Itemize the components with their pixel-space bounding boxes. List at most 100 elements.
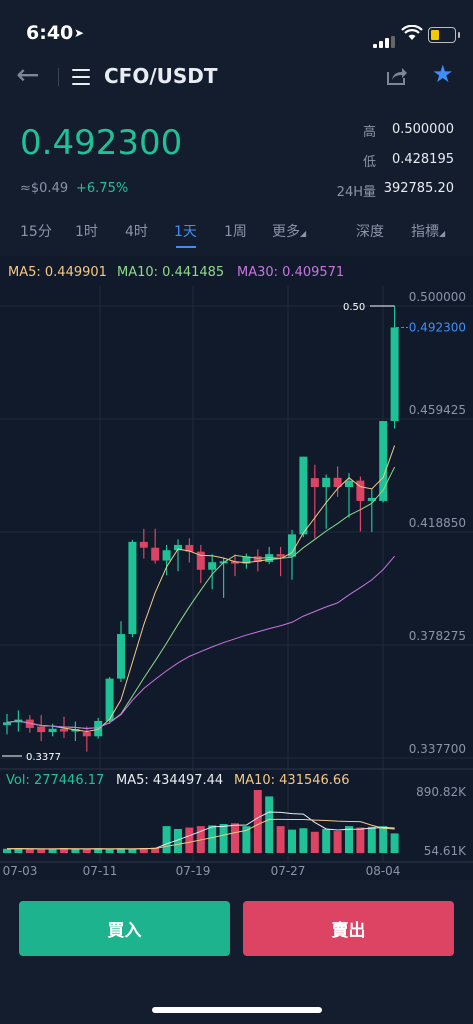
volume-bar xyxy=(310,831,319,853)
tab-4h[interactable]: 4时 xyxy=(125,224,148,240)
buy-button[interactable]: 買入 xyxy=(19,901,230,956)
last-price: 0.492300 xyxy=(20,123,183,163)
volume-tick-label: 890.82K xyxy=(416,785,467,799)
candle xyxy=(310,478,319,488)
volume-bar xyxy=(71,848,80,853)
volume-24h-value: 392785.20 xyxy=(383,181,454,196)
ma5-legend: MA5: 0.449901 xyxy=(8,265,107,280)
candle xyxy=(139,541,148,548)
candle xyxy=(60,728,68,732)
dropdown-triangle-icon: ◢ xyxy=(439,229,446,238)
volume-bar xyxy=(162,826,171,853)
interval-tabs: 15分 1时 4时 1天 1周 更多◢ 深度 指標◢ xyxy=(0,218,473,248)
candle xyxy=(288,534,296,557)
y-tick-label: 0.500000 xyxy=(409,290,466,304)
volume-bar xyxy=(333,831,342,853)
tab-15m[interactable]: 15分 xyxy=(20,224,52,240)
low-value: 0.428195 xyxy=(391,152,454,167)
candle xyxy=(253,556,262,562)
volume-bar xyxy=(25,849,34,853)
candle xyxy=(231,561,239,564)
back-icon[interactable]: ← xyxy=(16,58,40,91)
volume-bar xyxy=(48,848,57,853)
dropdown-triangle-icon: ◢ xyxy=(300,229,307,238)
y-tick-label: 0.418850 xyxy=(409,516,466,530)
candle xyxy=(322,477,331,488)
volume-legend: Vol: 277446.17 xyxy=(6,773,104,788)
tab-1h[interactable]: 1时 xyxy=(75,224,98,240)
tab-1w[interactable]: 1周 xyxy=(224,224,247,240)
candle xyxy=(117,634,125,679)
candle xyxy=(162,550,171,561)
candle xyxy=(379,421,388,501)
volume-bar xyxy=(128,848,137,853)
volume-bar xyxy=(60,848,68,853)
candle xyxy=(196,551,205,570)
volume-24h-label: 24H量 xyxy=(336,185,376,200)
candle xyxy=(276,554,285,557)
volume-bar xyxy=(151,847,160,853)
pair-title[interactable]: CFO/USDT xyxy=(104,64,218,88)
volume-bar xyxy=(322,828,331,853)
candle xyxy=(82,732,91,737)
candle xyxy=(48,728,57,733)
share-icon[interactable] xyxy=(386,66,407,85)
trade-action-bar: 買入 賣出 xyxy=(0,880,473,980)
location-arrow-icon: ➤ xyxy=(74,26,85,40)
volume-bar xyxy=(265,796,274,853)
volume-bar xyxy=(82,849,91,853)
volume-bar xyxy=(231,823,239,853)
candle xyxy=(242,556,251,564)
max-marker-label: 0.50 xyxy=(343,302,365,313)
volume-bar xyxy=(379,826,388,853)
tab-1d[interactable]: 1天 xyxy=(174,224,197,240)
candle xyxy=(367,497,376,501)
high-value: 0.500000 xyxy=(391,122,454,137)
fiat-price: ≈$0.49 xyxy=(20,181,69,196)
volume-bar xyxy=(219,824,228,853)
volume-bar xyxy=(139,848,148,853)
volume-bar xyxy=(253,790,262,853)
tab-more-label: 更多 xyxy=(272,224,300,240)
wifi-icon xyxy=(401,24,423,45)
change-percent: +6.75% xyxy=(76,181,129,196)
candle xyxy=(345,480,353,488)
candle xyxy=(94,720,103,737)
volume-bar xyxy=(390,833,399,853)
sell-button[interactable]: 賣出 xyxy=(243,901,454,956)
candle xyxy=(37,726,46,733)
candle xyxy=(151,547,160,561)
x-tick-label: 07-11 xyxy=(83,864,118,878)
ma30-line xyxy=(6,555,395,729)
candlestick-chart[interactable]: MA5: 0.449901 MA10: 0.441485 MA30: 0.409… xyxy=(0,256,473,880)
tab-indicators[interactable]: 指標◢ xyxy=(411,221,445,241)
volume-bar xyxy=(276,826,285,853)
candle xyxy=(105,678,114,721)
favorite-star-icon[interactable]: ★ xyxy=(432,60,454,88)
volume-bar xyxy=(14,848,23,853)
y-tick-label: 0.378275 xyxy=(409,629,466,643)
y-tick-label: 0.459425 xyxy=(409,403,466,417)
volume-bar xyxy=(105,849,114,853)
candle xyxy=(185,544,194,552)
volume-bar xyxy=(288,829,296,853)
home-indicator[interactable] xyxy=(152,1007,322,1013)
tab-more[interactable]: 更多◢ xyxy=(272,221,306,241)
x-tick-label: 07-19 xyxy=(176,864,211,878)
candle xyxy=(128,541,137,635)
volume-bar xyxy=(299,828,308,853)
menu-icon[interactable] xyxy=(72,69,90,90)
low-label: 低 xyxy=(362,155,376,170)
volume-bar xyxy=(208,825,217,853)
tab-depth[interactable]: 深度 xyxy=(356,224,384,240)
cellular-signal-icon xyxy=(373,29,397,48)
volume-ma5-legend: MA5: 434497.44 xyxy=(116,773,223,788)
volume-bar xyxy=(367,826,376,853)
volume-bar xyxy=(356,827,365,853)
current-price-label: 0.492300 xyxy=(409,320,466,334)
volume-bar xyxy=(94,848,103,853)
status-bar: 6:40 ➤ xyxy=(0,0,473,60)
candle xyxy=(208,562,217,570)
volume-ma10-line xyxy=(6,818,395,850)
tab-indicators-label: 指標 xyxy=(411,224,439,240)
